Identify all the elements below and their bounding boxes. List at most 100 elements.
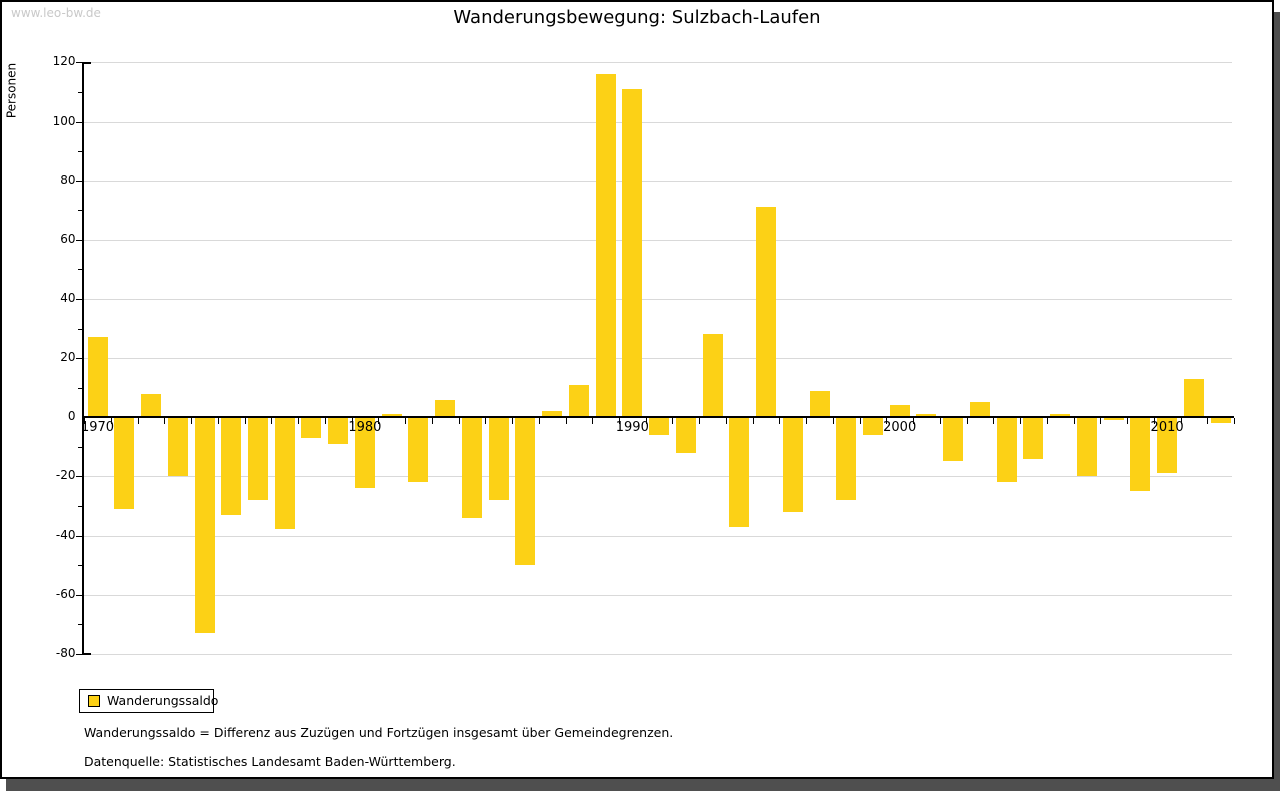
- x-tick-mark: [645, 418, 647, 425]
- bar-1996: [782, 417, 803, 512]
- x-tick-mark: [913, 418, 915, 425]
- y-tick-label: 80: [60, 172, 76, 187]
- bar-2006: [1050, 414, 1071, 418]
- bar-1995: [756, 207, 776, 418]
- bar-1998: [836, 417, 857, 500]
- gridline: [81, 239, 1232, 241]
- y-tick-label: 120: [52, 54, 76, 69]
- bar-2001: [916, 414, 937, 418]
- bar-2004: [996, 417, 1017, 483]
- x-tick-mark: [110, 418, 112, 425]
- legend-swatch-icon: [88, 695, 100, 707]
- x-tick-mark: [752, 418, 754, 425]
- bar-2007: [1076, 417, 1097, 477]
- x-tick-mark: [993, 418, 995, 425]
- gridline: [81, 535, 1232, 537]
- x-tick-mark: [725, 418, 727, 425]
- y-tick-mark: [75, 239, 82, 241]
- y-tick-mark: [75, 594, 82, 596]
- chart-plot-area: -80 -60 -40 -20 0 20 40 60 80 100 120 1970 1980 1990 2…: [2, 2, 1272, 777]
- bar-1999: [863, 417, 883, 435]
- bar-1992: [675, 417, 696, 453]
- y-tick-label: -60: [55, 586, 76, 601]
- y-tick-mark: [77, 624, 82, 626]
- chart-title: Wanderungsbewegung: Sulzbach-Laufen: [453, 7, 821, 28]
- y-tick-mark: [75, 653, 82, 655]
- x-tick-mark: [244, 418, 246, 425]
- bar-1975: [221, 417, 242, 515]
- x-tick-mark: [672, 418, 674, 425]
- bar-1978: [301, 417, 322, 438]
- x-tick-mark: [431, 418, 433, 425]
- gridline: [81, 358, 1232, 360]
- y-tick-mark: [77, 269, 82, 271]
- bar-2005: [1023, 417, 1044, 459]
- y-tick-label: 100: [52, 113, 76, 128]
- gridline: [81, 476, 1232, 478]
- y-tick-label: -40: [55, 527, 76, 542]
- y-tick-mark: [75, 62, 82, 64]
- y-tick-mark: [75, 121, 82, 123]
- x-tick-mark: [886, 418, 888, 425]
- legend-box: Wanderungssaldo: [79, 689, 218, 713]
- x-tick-mark: [512, 418, 513, 425]
- x-tick-mark: [378, 418, 380, 425]
- bar-1997: [809, 390, 830, 418]
- y-tick-label: -80: [55, 645, 76, 660]
- bar-1994: [729, 417, 750, 527]
- bar-1990: [622, 89, 643, 418]
- x-tick-mark: [966, 418, 968, 425]
- x-tick-mark: [859, 418, 861, 425]
- bar-1991: [649, 417, 669, 435]
- bar-1977: [274, 417, 295, 530]
- y-axis-bottom-cap: [81, 652, 91, 655]
- y-tick-label: -20: [55, 468, 76, 483]
- bar-1979: [328, 417, 349, 444]
- x-tick-mark: [806, 418, 808, 425]
- x-tick-label-1990: 1990: [615, 420, 649, 436]
- bar-1973: [167, 417, 188, 477]
- bar-1976: [247, 417, 268, 500]
- bar-1993: [702, 334, 723, 418]
- x-tick-mark: [351, 418, 353, 425]
- x-tick-label-1970: 1970: [80, 420, 115, 436]
- x-tick-mark: [699, 418, 701, 425]
- x-tick-mark: [1020, 418, 1021, 425]
- y-axis-line: [81, 62, 84, 654]
- bar-2000: [889, 405, 910, 418]
- x-tick-mark: [939, 418, 941, 425]
- footnote-source: Datenquelle: Statistisches Landesamt Bad…: [84, 754, 456, 769]
- y-tick-mark: [75, 358, 82, 360]
- x-axis-line: [81, 416, 1234, 419]
- bar-1985: [488, 417, 509, 500]
- gridline: [81, 653, 1232, 655]
- x-tick-mark: [779, 418, 781, 425]
- y-tick-mark: [77, 565, 82, 566]
- x-tick-mark: [565, 418, 567, 425]
- bar-1974: [194, 417, 215, 633]
- y-tick-mark: [77, 446, 82, 448]
- y-tick-mark: [75, 298, 82, 300]
- y-tick-mark: [77, 210, 82, 212]
- x-tick-mark: [137, 418, 139, 425]
- bar-1986: [515, 417, 536, 565]
- gridline: [81, 62, 1232, 64]
- bar-1982: [408, 417, 429, 483]
- x-tick-mark: [1233, 418, 1235, 425]
- y-tick-mark: [77, 92, 82, 93]
- y-tick-mark: [77, 387, 82, 389]
- bar-1980: [354, 417, 375, 489]
- bar-1970: [87, 337, 108, 418]
- y-tick-mark: [75, 476, 82, 478]
- x-tick-mark: [1073, 418, 1075, 425]
- x-tick-mark: [1127, 418, 1128, 425]
- bar-1984: [461, 417, 482, 518]
- bar-2010: [1157, 417, 1178, 474]
- bar-2003: [969, 402, 990, 418]
- x-tick-mark: [592, 418, 594, 425]
- x-tick-mark: [164, 418, 166, 425]
- bar-1983: [435, 399, 456, 418]
- x-tick-mark: [618, 418, 620, 425]
- x-tick-label-2010: 2010: [1150, 420, 1184, 436]
- gridline: [81, 180, 1232, 182]
